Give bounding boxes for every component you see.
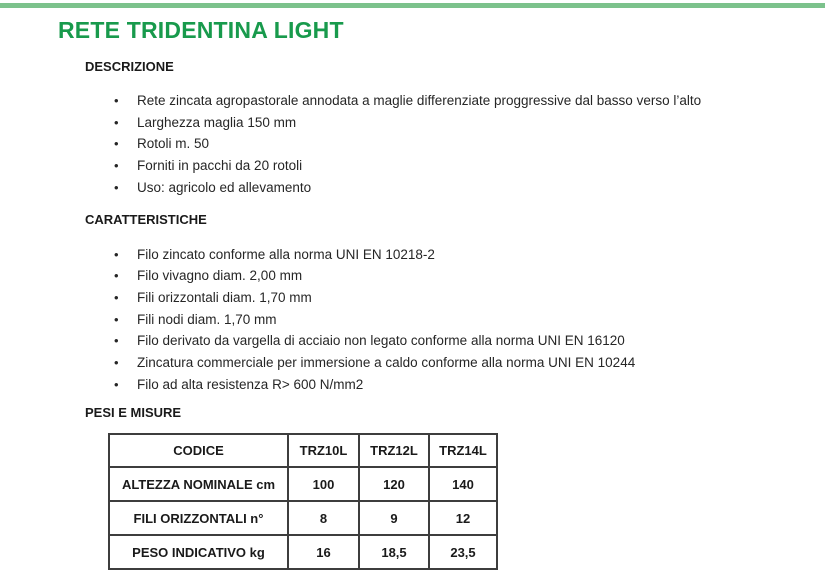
bullet-icon: • bbox=[114, 355, 119, 371]
table-cell: 100 bbox=[287, 466, 360, 503]
table-cell: 18,5 bbox=[358, 534, 430, 571]
caratteristiche-list: • Filo zincato conforme alla norma UNI EN… bbox=[114, 244, 825, 396]
row-label-cell: FILI ORIZZONTALI n° bbox=[108, 500, 289, 537]
list-item-text: Filo ad alta resistenza R> 600 N/mm2 bbox=[137, 376, 364, 392]
table-header-cell: TRZ12L bbox=[358, 433, 430, 469]
bullet-icon: • bbox=[114, 376, 119, 392]
list-item: • Rete zincata agropastorale annodata a m… bbox=[114, 90, 825, 112]
bullet-icon: • bbox=[114, 333, 119, 349]
table-cell: 120 bbox=[358, 466, 430, 503]
bullet-icon: • bbox=[114, 289, 119, 305]
list-item: • Larghezza maglia 150 mm bbox=[114, 112, 825, 134]
list-item-text: Filo vivagno diam. 2,00 mm bbox=[137, 268, 303, 284]
table-cell: 9 bbox=[358, 500, 430, 537]
table-cell: 16 bbox=[287, 534, 360, 571]
list-item: • Filo zincato conforme alla norma UNI EN… bbox=[114, 244, 825, 266]
list-item-text: Fili orizzontali diam. 1,70 mm bbox=[137, 289, 312, 305]
row-label-cell: ALTEZZA NOMINALE cm bbox=[108, 466, 289, 503]
bullet-icon: • bbox=[114, 158, 119, 174]
list-item: • Zincatura commerciale per immersione a … bbox=[114, 352, 825, 374]
section-heading-descrizione: DESCRIZIONE bbox=[85, 59, 174, 74]
list-item: • Fili nodi diam. 1,70 mm bbox=[114, 309, 825, 331]
list-item: • Fili orizzontali diam. 1,70 mm bbox=[114, 287, 825, 309]
table-header-cell: TRZ10L bbox=[287, 433, 360, 469]
section-heading-caratteristiche: CARATTERISTICHE bbox=[85, 211, 207, 227]
list-item-text: Filo derivato da vargella di acciaio non… bbox=[137, 333, 625, 349]
list-item: • Filo ad alta resistenza R> 600 N/mm2 bbox=[114, 374, 825, 396]
bullet-icon: • bbox=[114, 179, 119, 195]
table-cell: 12 bbox=[428, 500, 498, 537]
list-item-text: Filo zincato conforme alla norma UNI EN … bbox=[137, 246, 435, 262]
table-row: PESO INDICATIVO kg 16 18,5 23,5 bbox=[108, 534, 498, 571]
row-label-cell: PESO INDICATIVO kg bbox=[108, 534, 289, 571]
bullet-icon: • bbox=[114, 311, 119, 327]
section-heading-pesi-e-misure: PESI E MISURE bbox=[85, 405, 182, 421]
bullet-icon: • bbox=[114, 136, 119, 152]
bullet-icon: • bbox=[114, 93, 119, 108]
table-cell: 8 bbox=[287, 500, 360, 537]
list-item: • Filo derivato da vargella di acciaio no… bbox=[114, 330, 825, 352]
list-item: • Forniti in pacchi da 20 rotoli bbox=[114, 155, 825, 177]
list-item-text: Uso: agricolo ed allevamento bbox=[137, 179, 312, 195]
list-item: • Filo vivagno diam. 2,00 mm bbox=[114, 265, 825, 287]
list-item-text: Rete zincata agropastorale annodata a ma… bbox=[137, 93, 702, 108]
list-item-text: Fili nodi diam. 1,70 mm bbox=[137, 311, 277, 327]
bullet-icon: • bbox=[114, 268, 119, 284]
top-accent-bar bbox=[0, 3, 825, 8]
table-header-cell: CODICE bbox=[108, 433, 289, 469]
list-item: • Uso: agricolo ed allevamento bbox=[114, 177, 825, 199]
list-item-text: Rotoli m. 50 bbox=[137, 136, 210, 152]
document-title: RETE TRIDENTINA LIGHT bbox=[58, 17, 344, 43]
list-item-text: Forniti in pacchi da 20 rotoli bbox=[137, 158, 303, 174]
table-row: ALTEZZA NOMINALE cm 100 120 140 bbox=[108, 466, 498, 503]
descrizione-list: • Rete zincata agropastorale annodata a m… bbox=[114, 90, 825, 199]
table-cell: 140 bbox=[428, 466, 498, 503]
bullet-icon: • bbox=[114, 114, 119, 130]
list-item-text: Larghezza maglia 150 mm bbox=[137, 114, 297, 130]
table-header-row: CODICE TRZ10L TRZ12L TRZ14L bbox=[108, 433, 498, 469]
list-item: • Rotoli m. 50 bbox=[114, 133, 825, 155]
table-header-cell: TRZ14L bbox=[428, 433, 498, 469]
table-row: FILI ORIZZONTALI n° 8 9 12 bbox=[108, 500, 498, 537]
table-cell: 23,5 bbox=[428, 534, 498, 571]
list-item-text: Zincatura commerciale per immersione a c… bbox=[137, 355, 636, 371]
spec-table: CODICE TRZ10L TRZ12L TRZ14L ALTEZZA NOMI… bbox=[108, 433, 498, 571]
bullet-icon: • bbox=[114, 246, 119, 262]
